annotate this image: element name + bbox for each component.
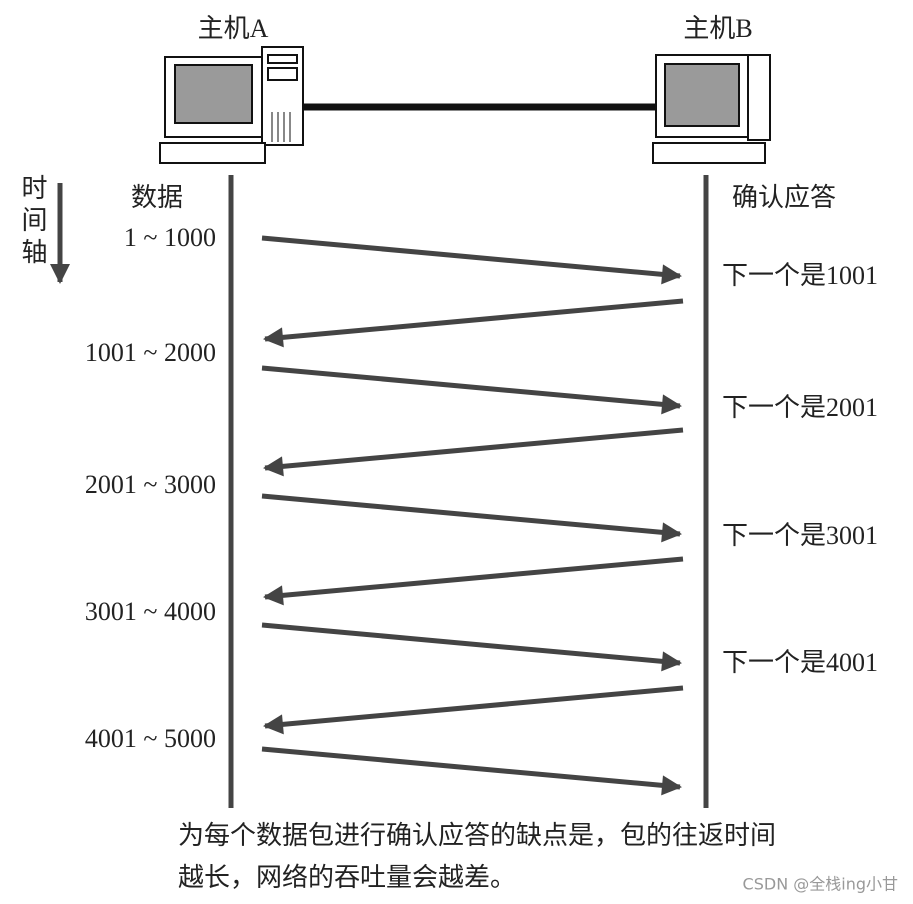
data-range-label: 1 ~ 1000 [124,223,216,252]
host-label: 主机A [198,14,269,43]
data-arrow [261,365,682,415]
ack-arrow [263,427,684,477]
caption-line: 越长，网络的吞吐量会越差。 [178,863,516,892]
data-arrow [261,622,682,672]
computer-a [159,46,304,164]
watermark: CSDN @全栈ing小甘 [743,875,898,894]
ack-label: 下一个是2001 [722,393,878,422]
caption-line: 为每个数据包进行确认应答的缺点是，包的往返时间 [178,821,776,850]
data-arrow [261,493,682,543]
ack-label: 下一个是1001 [722,261,878,290]
data-range-label: 4001 ~ 5000 [85,724,216,753]
computer-b [652,54,771,164]
ack-label: 下一个是4001 [722,648,878,677]
host-label: 主机B [683,14,752,43]
ack-label: 下一个是3001 [722,521,878,550]
time-axis-label: 时间轴 [18,174,47,270]
data-range-label: 2001 ~ 3000 [85,470,216,499]
column-label: 确认应答 [732,183,836,212]
ack-arrow [263,685,684,735]
data-arrow [261,235,682,285]
ack-arrow [263,556,684,606]
data-arrow [261,746,682,796]
column-label: 数据 [131,183,183,212]
data-range-label: 1001 ~ 2000 [85,338,216,367]
ack-arrow [263,298,684,348]
data-range-label: 3001 ~ 4000 [85,597,216,626]
